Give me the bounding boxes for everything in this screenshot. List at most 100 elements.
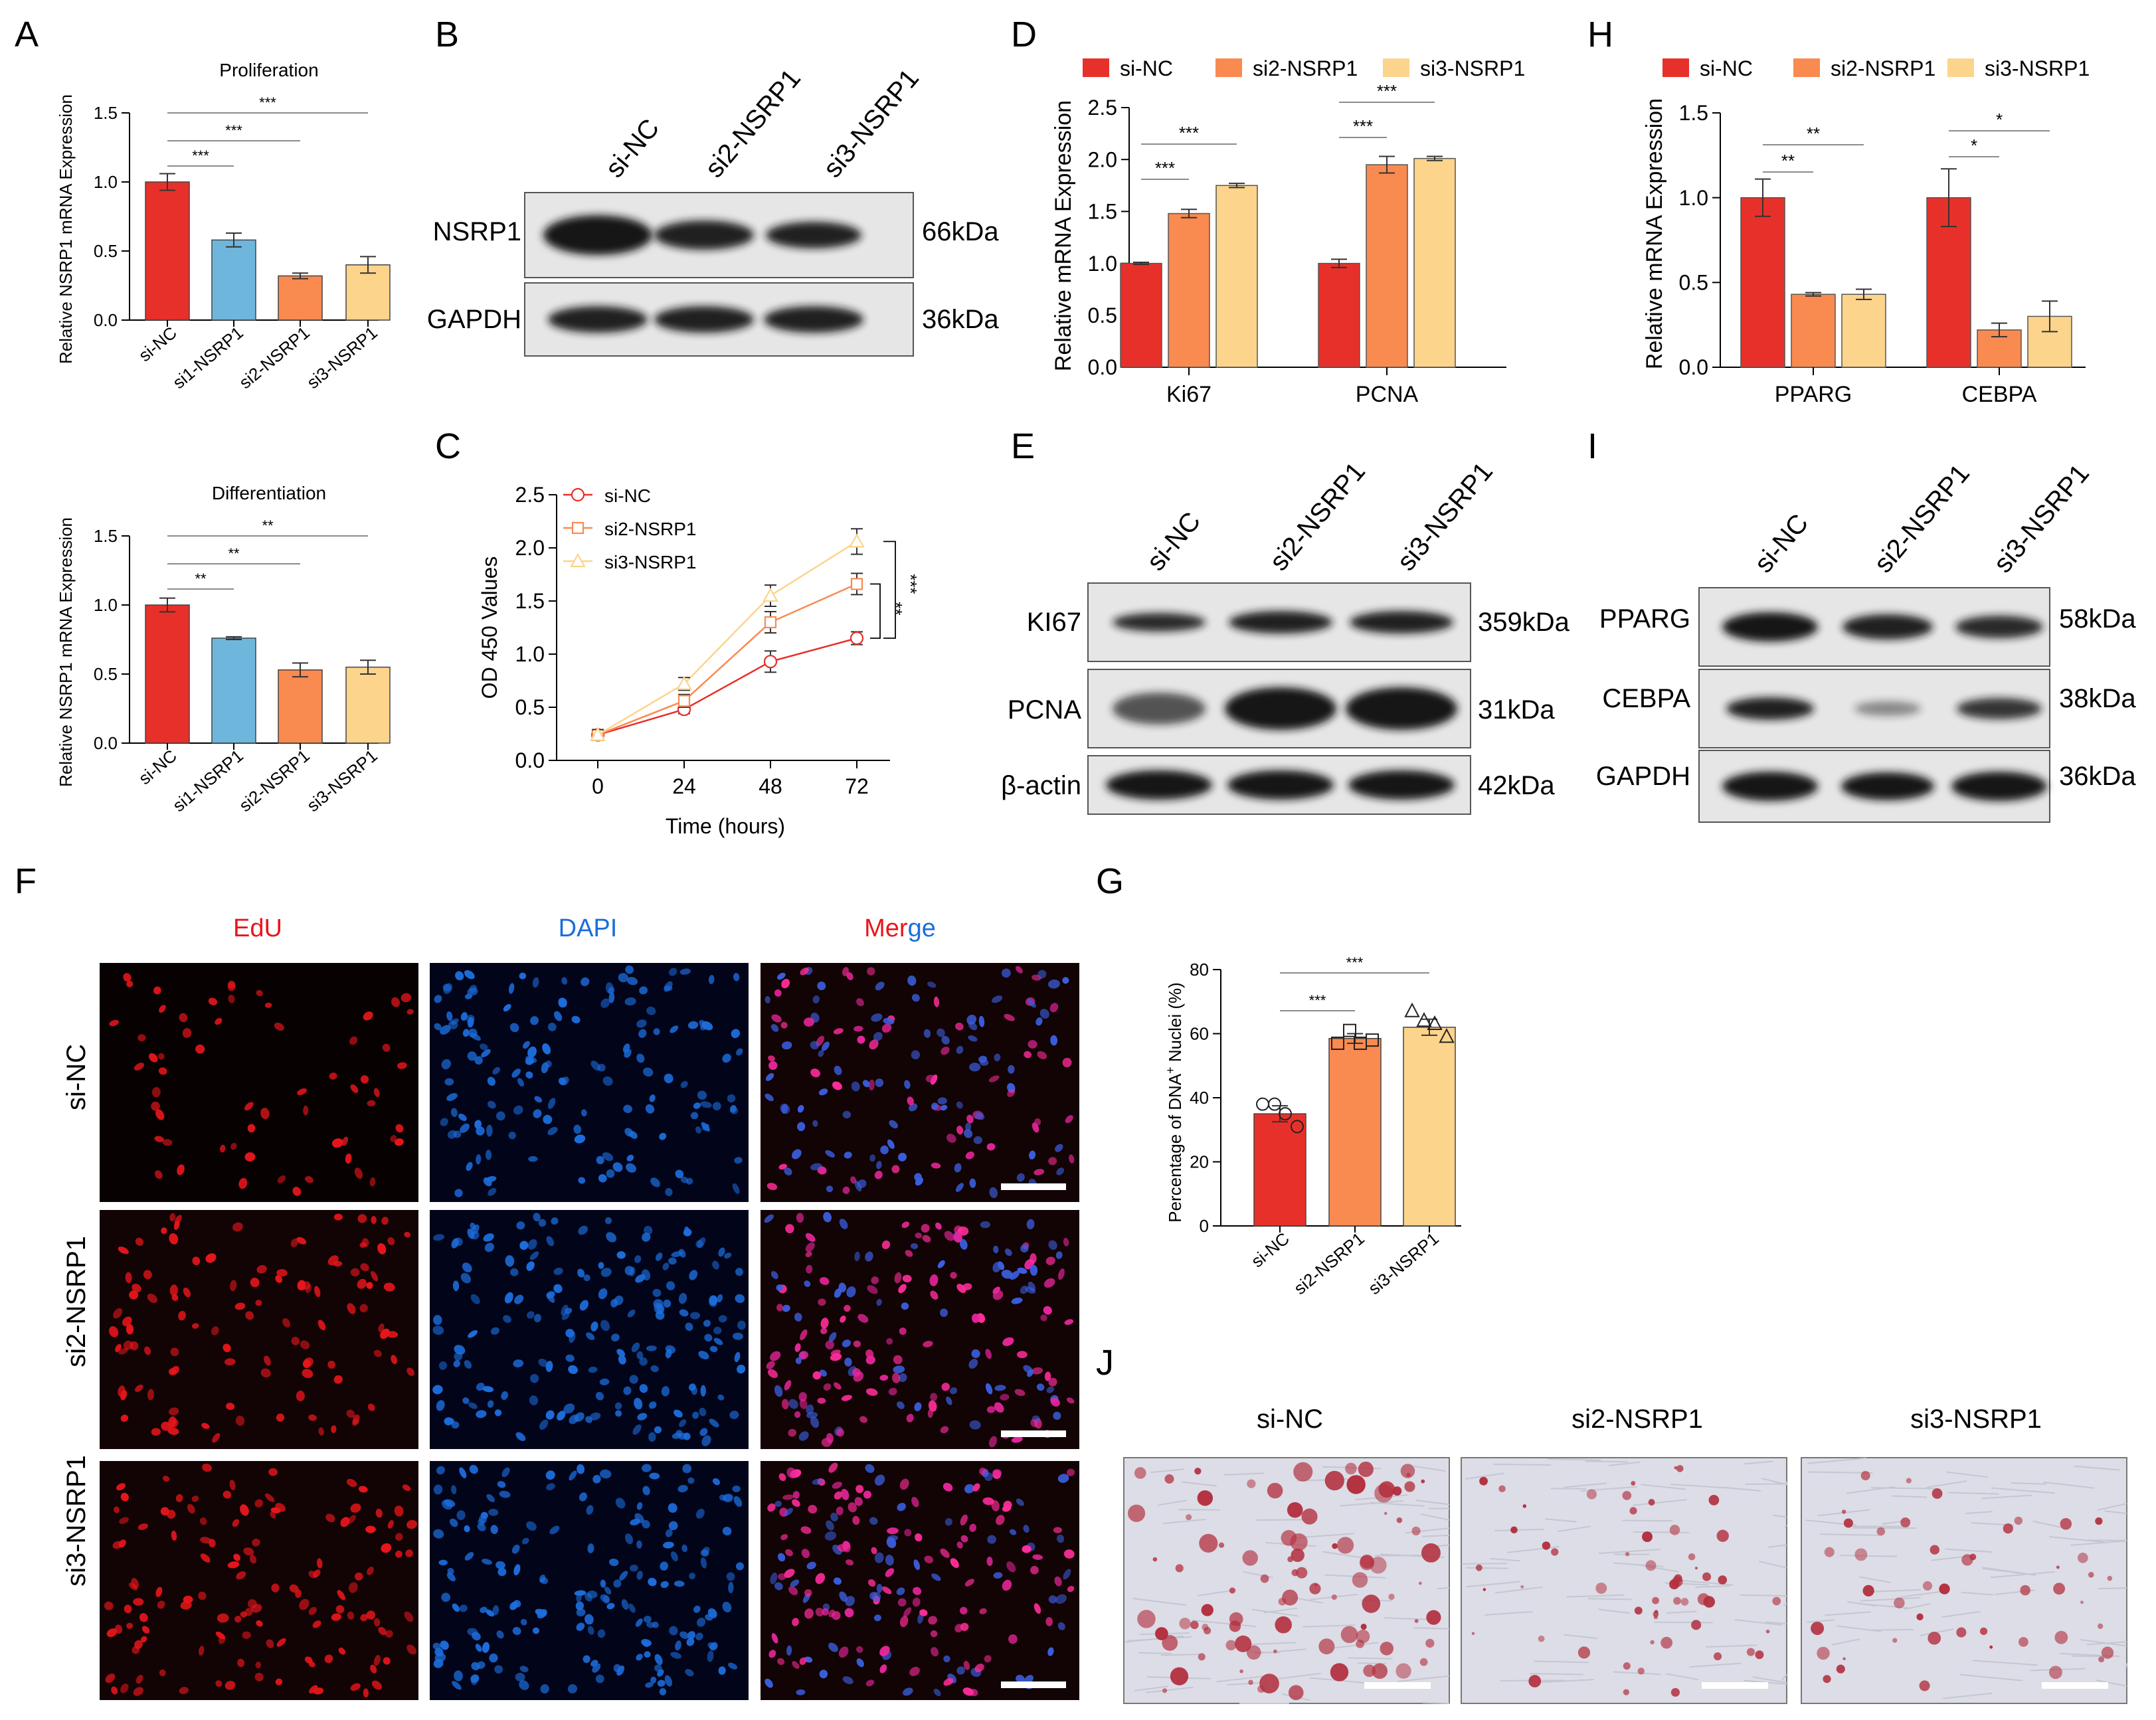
nucleus (1011, 1297, 1023, 1304)
nucleus (887, 1139, 895, 1150)
nucleus (806, 1404, 814, 1415)
nucleus (513, 1600, 521, 1608)
cell-streak (1613, 1671, 1661, 1676)
nucleus (650, 1676, 657, 1683)
nucleus (950, 1387, 958, 1395)
nucleus (545, 1470, 555, 1480)
lipid-droplet (1267, 1482, 1283, 1499)
nucleus (1055, 1251, 1063, 1259)
nucleus (1017, 1267, 1028, 1274)
nucleus (347, 1611, 355, 1620)
nucleus (785, 1549, 793, 1557)
lipid-droplet (1817, 1646, 1830, 1660)
nucleus (818, 1088, 828, 1096)
lipid-droplet (1175, 1564, 1184, 1573)
nucleus (304, 1176, 314, 1183)
nucleus (636, 1019, 647, 1028)
nucleus (965, 1122, 972, 1131)
nucleus (666, 1281, 675, 1290)
nucleus (511, 1544, 520, 1554)
lipid-droplet (1336, 1537, 1354, 1554)
lipid-droplet (1426, 1610, 1441, 1625)
nucleus (986, 1406, 996, 1413)
nucleus (513, 1105, 523, 1115)
panel-letter-a: A (15, 15, 39, 54)
lipid-droplet (1134, 1467, 1146, 1479)
nucleus (629, 1565, 638, 1572)
nucleus (988, 1075, 1000, 1082)
nucleus (792, 1149, 802, 1160)
col-title-edu: EdU (233, 914, 282, 942)
nucleus (805, 1251, 812, 1258)
nucleus (943, 1655, 950, 1663)
lipid-droplet (1642, 1531, 1653, 1543)
cell-streak (1158, 1500, 1187, 1506)
lipid-droplet (1688, 1553, 1696, 1561)
nucleus (600, 1594, 610, 1603)
lipid-droplet (1680, 1598, 1689, 1606)
nucleus (266, 1639, 274, 1648)
nucleus (906, 1414, 914, 1422)
nucleus (687, 1477, 695, 1484)
lipid-droplet (1162, 1688, 1168, 1693)
lipid-droplet (1127, 1504, 1146, 1522)
nucleus (702, 1547, 710, 1555)
lipid-droplet (1843, 1518, 1853, 1528)
lipid-droplet (1538, 1635, 1545, 1642)
nucleus (223, 1343, 231, 1353)
chart-c-sig-bracket-2 (883, 541, 896, 639)
nucleus (483, 1233, 494, 1242)
nucleus (795, 1357, 802, 1365)
nucleus (375, 1508, 383, 1518)
cell-streak (1506, 1545, 1560, 1553)
nucleus (475, 1644, 482, 1652)
nucleus (842, 1110, 852, 1119)
nucleus (565, 1328, 575, 1338)
nucleus (118, 1539, 126, 1548)
lipid-droplet (1396, 1517, 1403, 1523)
cell-streak (1825, 1611, 1872, 1616)
lipid-droplet (1259, 1674, 1279, 1693)
cell-streak (1182, 1481, 1217, 1487)
nucleus (876, 1298, 882, 1306)
nucleus (537, 1609, 547, 1619)
cell-streak (1665, 1673, 1699, 1681)
nucleus (169, 1213, 176, 1221)
nucleus (366, 1282, 373, 1289)
lipid-droplet (1669, 1525, 1680, 1535)
blot-i-row-1-label: PPARG (1599, 604, 1690, 634)
nucleus (360, 1614, 368, 1622)
cell-streak (1965, 1511, 1993, 1514)
nucleus (451, 1238, 459, 1248)
nucleus (777, 1573, 786, 1581)
nucleus (212, 1432, 221, 1443)
lipid-droplet (1702, 1572, 1712, 1581)
chart-a-bottom-y-tick-label: 1.0 (94, 595, 118, 615)
nucleus (160, 1507, 169, 1515)
nucleus (1063, 1569, 1071, 1580)
nucleus (972, 1483, 980, 1492)
nucleus (250, 1277, 260, 1288)
nucleus (454, 1345, 466, 1355)
lipid-droplet (1900, 1517, 1911, 1527)
nucleus (480, 1511, 488, 1519)
nucleus (768, 1061, 778, 1071)
nucleus (719, 1494, 726, 1501)
nucleus (597, 1629, 606, 1638)
nucleus (664, 1675, 673, 1687)
blot-e-row-2-label: PCNA (1008, 695, 1081, 725)
nucleus (732, 1332, 743, 1340)
nucleus (565, 1308, 573, 1314)
nucleus (200, 1537, 212, 1544)
nucleus (712, 1102, 721, 1111)
lipid-droplet (1674, 1574, 1682, 1583)
nucleus (486, 1609, 494, 1617)
nucleus (472, 1632, 481, 1641)
chart-g-y-tick-label: 80 (1190, 960, 1209, 980)
nucleus (708, 975, 715, 984)
blot-b-gapdh (524, 282, 914, 357)
cell-streak (1162, 1518, 1206, 1525)
chart-c-legend-label: si2-NSRP1 (604, 519, 696, 539)
nucleus (256, 1620, 263, 1627)
nucleus (254, 1499, 264, 1507)
